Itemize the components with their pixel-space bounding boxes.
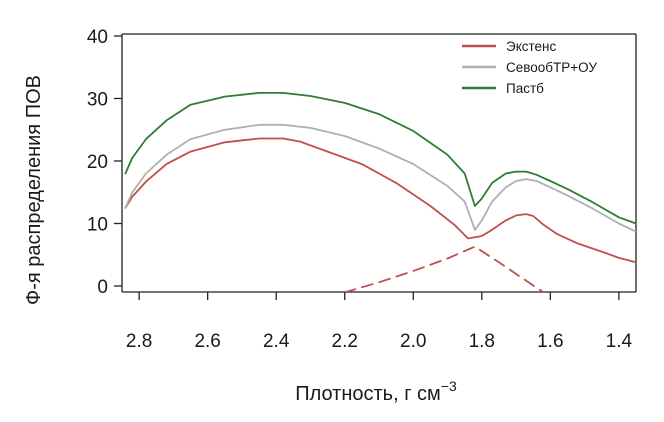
x-axis-label-text: Плотность, г см xyxy=(295,383,441,405)
x-tick-label: 2.0 xyxy=(400,331,426,352)
x-tick-label: 2.2 xyxy=(332,331,358,352)
x-axis-label-exponent: −3 xyxy=(441,378,457,394)
x-tick-label: 1.6 xyxy=(537,331,563,352)
y-tick-label: 20 xyxy=(87,152,108,173)
y-tick-label: 40 xyxy=(87,27,108,48)
x-tick-label: 1.4 xyxy=(606,331,633,352)
x-tick-label: 2.6 xyxy=(194,331,220,352)
x-tick-label: 2.4 xyxy=(263,331,290,352)
legend-label: СевообТР+ОУ xyxy=(506,60,597,75)
legend-label: Экстенс xyxy=(506,39,557,54)
y-tick-label: 30 xyxy=(87,90,108,111)
x-tick-label: 1.8 xyxy=(469,331,495,352)
series-lines xyxy=(124,92,636,292)
x-axis-label: Плотность, г см−3 xyxy=(295,378,457,405)
y-tick-label: 10 xyxy=(87,215,108,236)
legend-label: Пастб xyxy=(506,81,544,96)
y-axis-label: Ф-я распределения ПОВ xyxy=(23,75,45,305)
series-line-0 xyxy=(124,137,636,264)
series-line-extens-dashed xyxy=(343,245,545,292)
x-tick-label: 2.8 xyxy=(126,331,152,352)
legend: Экстенс СевообТР+ОУ Пастб xyxy=(462,39,597,96)
series-line-3 xyxy=(124,92,636,225)
series-line-2 xyxy=(124,123,636,233)
y-tick-label: 0 xyxy=(97,277,108,298)
axes: 0 10 20 30 40 2.8 2.6 2.4 2.2 2.0 1.8 1.6 1.4 xyxy=(87,27,637,352)
